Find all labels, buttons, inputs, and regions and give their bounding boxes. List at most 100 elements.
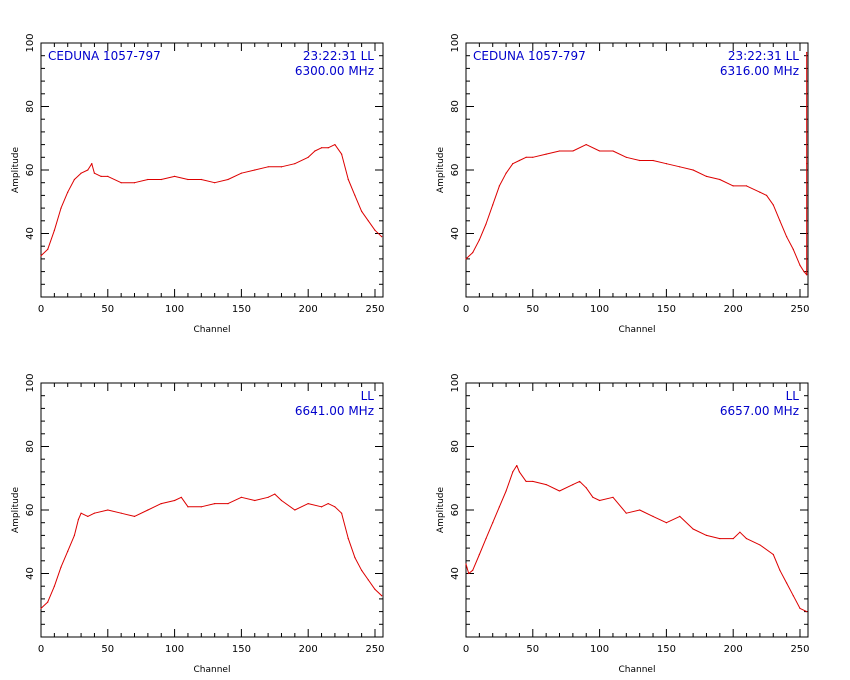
x-tick-label: 250 [790,644,809,655]
y-tick-label: 80 [450,440,461,453]
amplitude-point [133,182,136,184]
amplitude-point [799,264,801,266]
amplitude-point [294,163,296,165]
amplitude-point [779,569,781,571]
frequency-annotation: 6657.00 MHz [720,404,799,418]
x-tick-label: 50 [101,644,114,655]
amplitude-point [107,175,109,177]
y-axis-title: Amplitude [11,146,21,193]
amplitude-point [472,251,474,254]
amplitude-point [67,550,69,552]
amplitude-point [367,579,369,581]
y-axis-title: Amplitude [436,146,446,193]
amplitude-point [779,220,781,222]
amplitude-point [187,178,189,181]
frequency-annotation: 6300.00 MHz [295,64,374,78]
amplitude-point [478,239,480,241]
y-tick-label: 80 [450,100,461,113]
y-axis-title: Amplitude [11,486,21,533]
chart-panels: 0 50 100 150 200 250 40 60 80 100 Channel Amplitude… [11,33,810,675]
amplitude-point [692,528,694,530]
amplitude-trace-line [40,493,383,609]
amplitude-point [625,156,627,158]
amplitude-point [87,515,89,517]
amplitude-point [254,499,256,502]
amplitude-point [80,512,82,514]
amplitude-point [334,506,336,508]
amplitude-point [173,499,176,502]
amplitude-point [200,506,202,508]
frequency-annotation: 6316.00 MHz [720,64,799,78]
amplitude-point [340,512,343,514]
y-tick-label: 40 [25,567,36,580]
amplitude-point [598,499,601,502]
amplitude-point [806,274,808,276]
amplitude-point [47,248,49,250]
amplitude-point [652,159,654,162]
y-tick-label: 80 [25,440,36,453]
amplitude-point [799,607,801,610]
amplitude-point [314,150,316,152]
amplitude-point [93,512,96,514]
x-axis-title: Channel [619,665,656,675]
x-tick-label: 100 [165,644,184,655]
amplitude-point [465,258,467,260]
amplitude-point [40,607,42,610]
x-axis-title: Channel [194,665,231,675]
amplitude-point [772,553,774,556]
amplitude-point [516,464,518,467]
amplitude-point [492,522,494,524]
amplitude-point [532,480,534,483]
amplitude-point [498,506,500,508]
amplitude-point [545,484,547,486]
amplitude-point [719,537,721,540]
amplitude-point [77,518,80,521]
x-tick-label: 50 [526,644,539,655]
amplitude-point [739,531,741,533]
amplitude-point [367,220,369,222]
amplitude-trace-line [465,52,808,276]
amplitude-point [572,150,574,152]
amplitude-point [792,248,794,250]
y-tick-label: 60 [25,504,36,517]
plot-frame [465,382,809,638]
amplitude-point [381,595,383,597]
amplitude-point [705,534,708,537]
amplitude-point [525,156,527,158]
source-annotation: CEDUNA 1057-797 [48,49,161,63]
amplitude-point [60,566,62,568]
y-tick-label: 40 [450,567,461,580]
amplitude-point [354,194,356,196]
amplitude-point [60,207,62,209]
amplitude-point [692,169,694,171]
amplitude-point [67,191,69,193]
amplitude-point [512,163,514,165]
y-tick-label: 100 [25,33,36,52]
amplitude-point [227,503,229,505]
amplitude-point [381,236,383,238]
frequency-annotation: 6641.00 MHz [295,404,374,418]
amplitude-point [572,484,574,486]
amplitude-point [40,255,42,257]
amplitude-point [173,175,176,177]
amplitude-point [558,150,561,152]
amplitude-point [478,553,480,556]
amplitude-point [525,480,527,483]
amplitude-point [585,144,587,146]
x-tick-label: 100 [590,644,609,655]
amplitude-point [485,537,487,540]
amplitude-point [280,499,283,502]
amplitude-point [532,156,534,158]
amplitude-point [585,487,587,489]
amplitude-point [765,194,768,196]
amplitude-point [492,204,494,206]
amplitude-point [498,185,500,187]
x-tick-label: 50 [101,304,114,315]
amplitude-point [772,204,774,206]
x-tick-label: 250 [365,644,384,655]
amplitude-point [759,191,761,193]
y-tick-label: 60 [450,504,461,517]
plot-frame [465,42,809,298]
y-tick-label: 100 [450,373,461,392]
